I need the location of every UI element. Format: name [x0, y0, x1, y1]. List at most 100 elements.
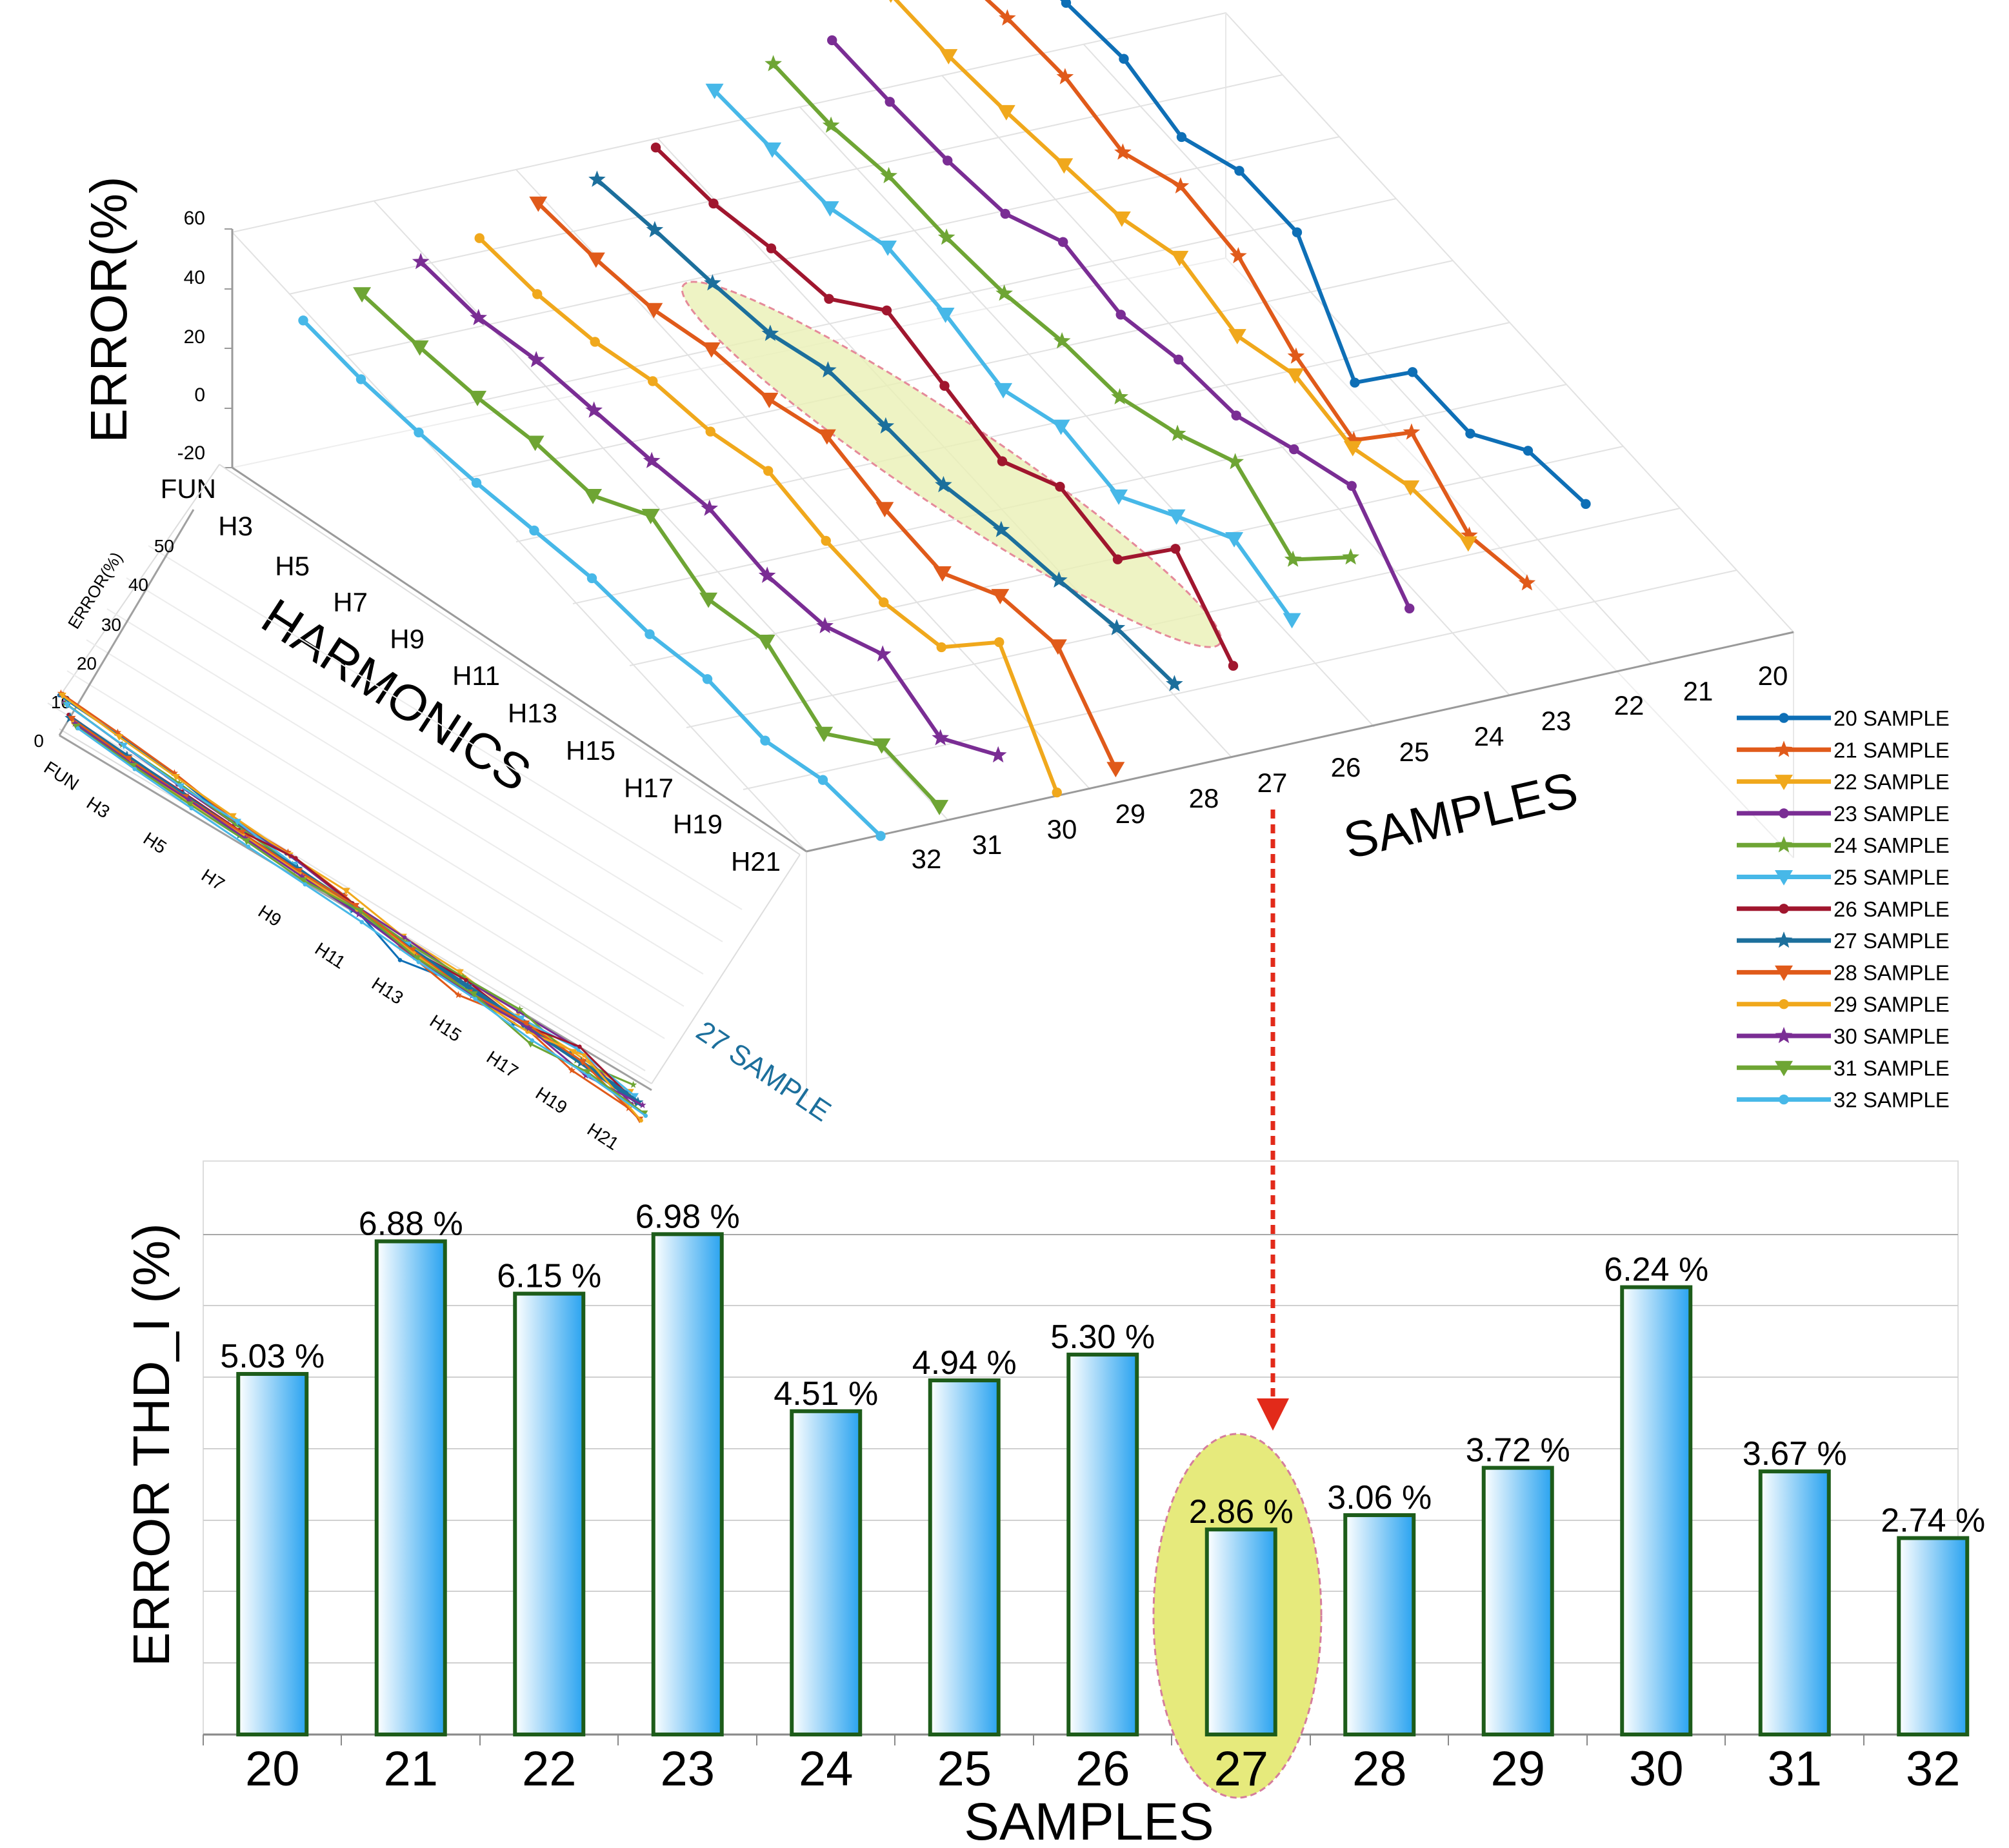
- series-3d-point: [1052, 787, 1062, 798]
- bar-category-label: 20: [245, 1742, 300, 1796]
- sample-tick-label: 24: [1474, 721, 1504, 751]
- series-3d-point: [872, 738, 891, 754]
- series-3d-point: [1176, 132, 1187, 143]
- bar-group: 4.94 % 25: [912, 1344, 1017, 1796]
- series-3d-point: [1346, 481, 1357, 491]
- series-3d-point: [758, 566, 776, 583]
- series-3d-point: [1345, 431, 1363, 448]
- side-series-point: [58, 692, 66, 700]
- series-3d-point: [588, 170, 606, 187]
- series-3d-point: [650, 143, 661, 153]
- series-3d-point: [1518, 574, 1536, 591]
- series-3d-point: [1403, 423, 1421, 440]
- bar-value-label: 4.51 %: [774, 1375, 878, 1413]
- side-harmonic-tick-label: H15: [426, 1011, 465, 1046]
- legend-marker: [1775, 870, 1793, 886]
- series-3d-line: [830, 39, 1412, 610]
- series-3d-20-sample: [1059, 0, 1591, 509]
- series-3d-point: [877, 417, 895, 434]
- side-series-point: [355, 910, 363, 918]
- bar-chart: 5.03 % 20 6.88 % 21 6.15 % 22 6.98 % 23 4.51 % 24…: [123, 1160, 1985, 1848]
- series-3d-point: [761, 324, 779, 341]
- side-series-point: [525, 1024, 533, 1031]
- sample-tick-label: 21: [1683, 676, 1714, 706]
- bar: [374, 1239, 447, 1736]
- bar-group: 3.06 % 28: [1327, 1479, 1432, 1796]
- series-3d-point: [874, 645, 892, 662]
- series-3d-point: [1404, 603, 1415, 613]
- side-series-point: [408, 947, 417, 954]
- side-series-point: [341, 891, 349, 899]
- series-3d-point: [757, 635, 775, 650]
- series-3d-point: [527, 351, 545, 368]
- series-3d-point: [765, 55, 782, 72]
- series-3d-point: [1465, 428, 1475, 439]
- series-3d-point: [355, 374, 366, 384]
- legend-item: 20 SAMPLE: [1737, 706, 1950, 730]
- sample-tick-label: 20: [1758, 661, 1788, 691]
- side-series-point: [170, 769, 179, 777]
- sample-tick-label: 31: [972, 830, 1003, 860]
- series-3d-point: [1170, 250, 1189, 266]
- series-3d-point: [879, 241, 897, 256]
- main-3d-grid: [231, 12, 1795, 1097]
- side-series-point: [228, 813, 237, 820]
- bar-category-label: 22: [522, 1742, 577, 1796]
- series-3d-point: [885, 97, 895, 107]
- series-3d-point: [999, 9, 1016, 26]
- series-3d-point: [1061, 0, 1072, 8]
- side-series-point: [413, 955, 421, 962]
- series-3d-point: [1114, 143, 1132, 160]
- bar-group: 5.03 % 20: [220, 1338, 325, 1796]
- series-3d-27-sample: [588, 170, 1183, 691]
- bar-category-label: 24: [799, 1742, 854, 1796]
- legend-item: 23 SAMPLE: [1737, 802, 1950, 826]
- side-series-point: [416, 960, 421, 964]
- bar: [790, 1409, 863, 1736]
- legend-label: 23 SAMPLE: [1834, 802, 1950, 826]
- side-harmonic-tick-label: H5: [140, 828, 170, 857]
- bar-group: 4.51 % 24: [774, 1375, 878, 1796]
- side-series-point: [454, 991, 463, 999]
- bar: [651, 1232, 724, 1737]
- legend-marker: [1775, 775, 1793, 790]
- legend-label: 20 SAMPLE: [1834, 706, 1950, 730]
- series-3d-point: [815, 726, 834, 742]
- series-3d-point: [641, 508, 660, 524]
- series-3d-point: [529, 525, 539, 536]
- side-series-point: [464, 978, 468, 982]
- bar: [1758, 1469, 1831, 1736]
- sample-tick-label: 32: [912, 844, 942, 874]
- series-3d-point: [995, 284, 1013, 301]
- series-3d-point: [824, 293, 834, 304]
- series-3d-line: [1059, 0, 1588, 506]
- legend-marker: [1775, 931, 1793, 948]
- series-3d-point: [1058, 237, 1068, 247]
- series-3d-point: [1342, 548, 1359, 565]
- series-3d-point: [1292, 227, 1303, 237]
- legend-marker: [1775, 740, 1793, 757]
- series-3d-point: [1284, 550, 1302, 567]
- legend-item: 29 SAMPLE: [1737, 993, 1950, 1017]
- arrow-to-27: [1257, 810, 1289, 1431]
- series-3d-point: [532, 289, 543, 299]
- side-series-point: [303, 882, 308, 887]
- legend-label: 31 SAMPLE: [1834, 1056, 1950, 1080]
- series-3d-point: [880, 166, 897, 184]
- side-series-point: [63, 702, 71, 709]
- harmonic-tick-label: H21: [731, 846, 781, 877]
- series-3d-point: [1166, 675, 1183, 691]
- series-3d-point: [933, 566, 952, 582]
- series-3d-point: [1172, 177, 1190, 194]
- series-3d-25-sample: [705, 83, 1301, 629]
- arrow-head: [1257, 1398, 1289, 1431]
- bar-value-label: 6.24 %: [1604, 1251, 1708, 1289]
- series-3d-point: [819, 361, 837, 378]
- side-harmonic-tick-label: H17: [483, 1047, 522, 1082]
- side-series-point: [295, 868, 303, 875]
- side-series-point: [359, 920, 365, 924]
- series-3d-point: [585, 401, 603, 418]
- series-3d-point: [645, 303, 663, 319]
- bar: [1066, 1353, 1139, 1737]
- legend-item: 22 SAMPLE: [1737, 770, 1950, 794]
